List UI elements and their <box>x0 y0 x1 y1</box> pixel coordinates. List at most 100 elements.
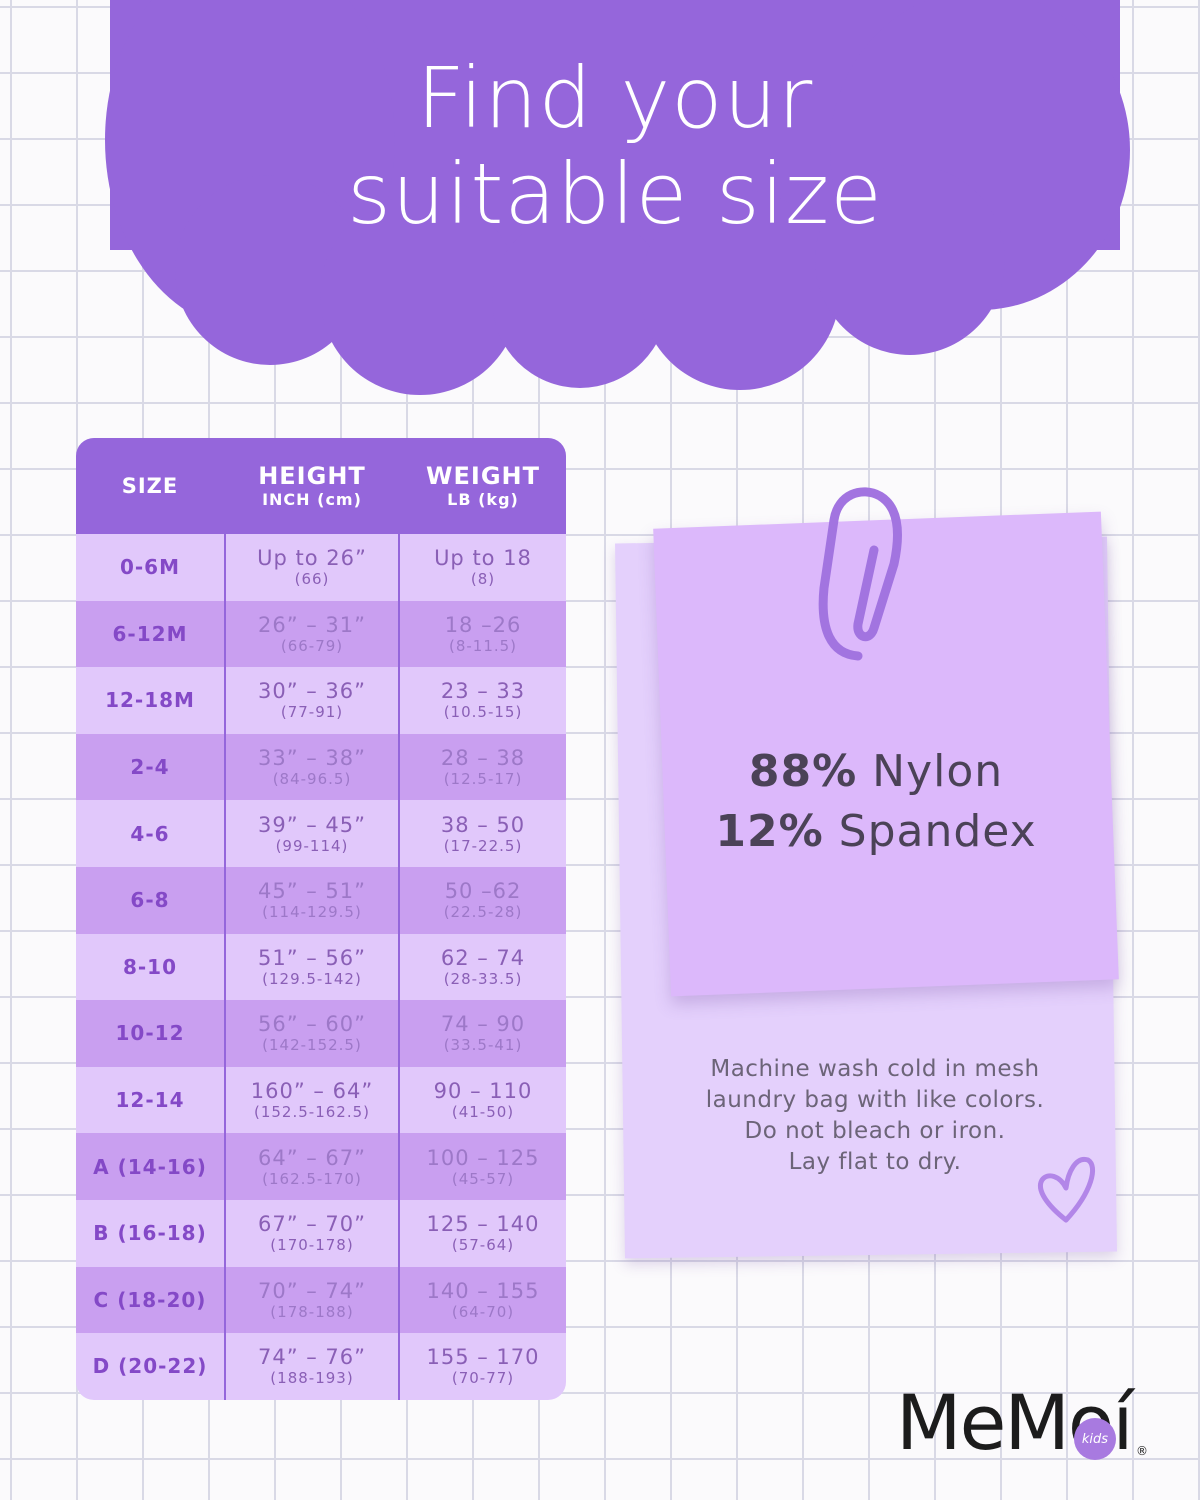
weight-kg: (12.5-17) <box>443 770 523 789</box>
height-cell: 74” – 76” (188-193) <box>226 1333 398 1400</box>
size-cell: 0-6M <box>119 555 181 580</box>
weight-lb: 38 – 50 <box>440 812 526 837</box>
weight-cell: 62 – 74 (28-33.5) <box>400 934 566 1001</box>
spandex-label: Spandex <box>838 806 1037 857</box>
height-cell: 45” – 51” (114-129.5) <box>226 867 398 934</box>
weight-lb: 62 – 74 <box>440 945 526 970</box>
height-inch: 51” – 56” <box>257 945 367 970</box>
height-cell: 26” – 31” (66-79) <box>226 601 398 668</box>
weight-kg: (70-77) <box>451 1369 515 1388</box>
weight-lb: 50 –62 <box>444 879 522 904</box>
table-row: C (18-20) 70” – 74” (178-188) 140 – 155 (64-… <box>76 1266 566 1334</box>
fabric-composition: 88% Nylon 12% Spandex <box>676 742 1076 862</box>
table-row: 12-14 160” – 64” (152.5-162.5) 90 – 110 (41-… <box>76 1067 566 1134</box>
heart-icon <box>1038 1156 1096 1223</box>
weight-lb: Up to 18 <box>434 546 532 571</box>
table-row: 6-8 45” – 51” (114-129.5) 50 –62 (22.5-28) <box>76 866 566 934</box>
weight-cell: 74 – 90 (33.5-41) <box>400 1000 566 1067</box>
size-cell: 4-6 <box>130 821 170 846</box>
height-cell: 64” – 67” (162.5-170) <box>226 1133 398 1200</box>
weight-cell: 100 – 125 (45-57) <box>400 1133 566 1200</box>
height-cell: 30” – 36” (77-91) <box>226 667 398 734</box>
title-line-1: Find your <box>416 49 814 147</box>
spandex-percent: 12% <box>715 806 824 857</box>
column-divider <box>398 438 400 1400</box>
weight-kg: (10.5-15) <box>443 703 523 722</box>
brand-logo: MeMoí kids ® <box>896 1378 1156 1468</box>
height-cell: 67” – 70” (170-178) <box>226 1200 398 1267</box>
height-inch: 67” – 70” <box>257 1212 367 1237</box>
weight-cell: 125 – 140 (57-64) <box>400 1200 566 1267</box>
header-height-label: HEIGHT <box>258 462 366 490</box>
logo-registered-mark: ® <box>1136 1444 1148 1458</box>
header-weight-unit: LB (kg) <box>447 490 519 509</box>
care-line: Lay flat to dry. <box>788 1149 962 1175</box>
weight-kg: (17-22.5) <box>443 836 523 855</box>
size-cell: 10-12 <box>115 1021 185 1046</box>
weight-lb: 74 – 90 <box>440 1012 526 1037</box>
height-cell: 39” – 45” (99-114) <box>226 800 398 867</box>
header-cloud <box>105 0 1130 395</box>
height-inch: 33” – 38” <box>257 746 367 771</box>
page-title: Find your suitable size <box>200 50 1030 242</box>
weight-cell: Up to 18 (8) <box>400 534 566 601</box>
weight-cell: 90 – 110 (41-50) <box>400 1067 566 1134</box>
size-cell: 2-4 <box>130 755 170 780</box>
weight-cell: 140 – 155 (64-70) <box>400 1267 566 1334</box>
height-cm: (114-129.5) <box>262 903 362 922</box>
height-cell: 33” – 38” (84-96.5) <box>226 734 398 801</box>
weight-cell: 50 –62 (22.5-28) <box>400 867 566 934</box>
height-cell: Up to 26” (66) <box>226 534 398 601</box>
weight-kg: (28-33.5) <box>443 969 523 988</box>
logo-kids-badge: kids <box>1074 1418 1116 1460</box>
height-inch: 26” – 31” <box>257 612 367 637</box>
table-row: 4-6 39” – 45” (99-114) 38 – 50 (17-22.5) <box>76 800 566 867</box>
height-cm: (162.5-170) <box>262 1169 362 1188</box>
height-cm: (66) <box>294 570 330 589</box>
title-line-2: suitable size <box>347 145 883 243</box>
height-cm: (178-188) <box>270 1302 354 1321</box>
table-row: 0-6M Up to 26” (66) Up to 18 (8) <box>76 534 566 601</box>
weight-kg: (41-50) <box>451 1103 515 1122</box>
weight-cell: 38 – 50 (17-22.5) <box>400 800 566 867</box>
table-row: 12-18M 30” – 36” (77-91) 23 – 33 (10.5-15) <box>76 667 566 734</box>
fabric-line-1: 88% Nylon <box>676 742 1076 802</box>
weight-lb: 90 – 110 <box>433 1079 533 1104</box>
height-cell: 70” – 74” (178-188) <box>226 1267 398 1334</box>
height-inch: 160” – 64” <box>250 1079 374 1104</box>
height-cm: (152.5-162.5) <box>253 1103 370 1122</box>
weight-lb: 28 – 38 <box>440 746 526 771</box>
height-inch: 39” – 45” <box>257 812 367 837</box>
height-inch: 45” – 51” <box>257 879 367 904</box>
height-inch: 30” – 36” <box>257 679 367 704</box>
size-cell: 12-18M <box>105 688 195 713</box>
table-body: 0-6M Up to 26” (66) Up to 18 (8) 6-12M 26” – 3… <box>76 534 566 1400</box>
size-cell: D (20-22) <box>92 1354 208 1379</box>
weight-lb: 18 –26 <box>444 612 522 637</box>
care-instructions: Machine wash cold in mesh laundry bag wi… <box>660 1054 1090 1178</box>
table-row: 10-12 56” – 60” (142-152.5) 74 – 90 (33.5-41… <box>76 1000 566 1067</box>
header-size: SIZE <box>76 438 224 534</box>
height-cm: (129.5-142) <box>262 969 362 988</box>
header-height: HEIGHT INCH (cm) <box>226 438 398 534</box>
weight-kg: (8) <box>470 570 496 589</box>
size-cell: 8-10 <box>122 954 178 979</box>
weight-kg: (33.5-41) <box>443 1036 523 1055</box>
size-cell: A (14-16) <box>93 1154 207 1179</box>
height-inch: 70” – 74” <box>257 1278 367 1303</box>
nylon-percent: 88% <box>748 746 858 797</box>
height-cm: (170-178) <box>270 1236 354 1255</box>
height-cm: (84-96.5) <box>272 770 352 789</box>
size-cell: B (16-18) <box>93 1221 207 1246</box>
table-row: A (14-16) 64” – 67” (162.5-170) 100 – 125 (4… <box>76 1133 566 1200</box>
table-row: 8-10 51” – 56” (129.5-142) 62 – 74 (28-33.5) <box>76 934 566 1001</box>
height-cm: (99-114) <box>275 836 349 855</box>
height-inch: 64” – 67” <box>257 1145 367 1170</box>
care-line: Do not bleach or iron. <box>744 1118 1006 1144</box>
weight-cell: 28 – 38 (12.5-17) <box>400 734 566 801</box>
height-inch: Up to 26” <box>257 546 367 571</box>
table-row: B (16-18) 67” – 70” (170-178) 125 – 140 (57-… <box>76 1200 566 1267</box>
weight-lb: 140 – 155 <box>426 1278 540 1303</box>
table-row: 6-12M 26” – 31” (66-79) 18 –26 (8-11.5) <box>76 600 566 668</box>
fabric-line-2: 12% Spandex <box>676 802 1076 862</box>
